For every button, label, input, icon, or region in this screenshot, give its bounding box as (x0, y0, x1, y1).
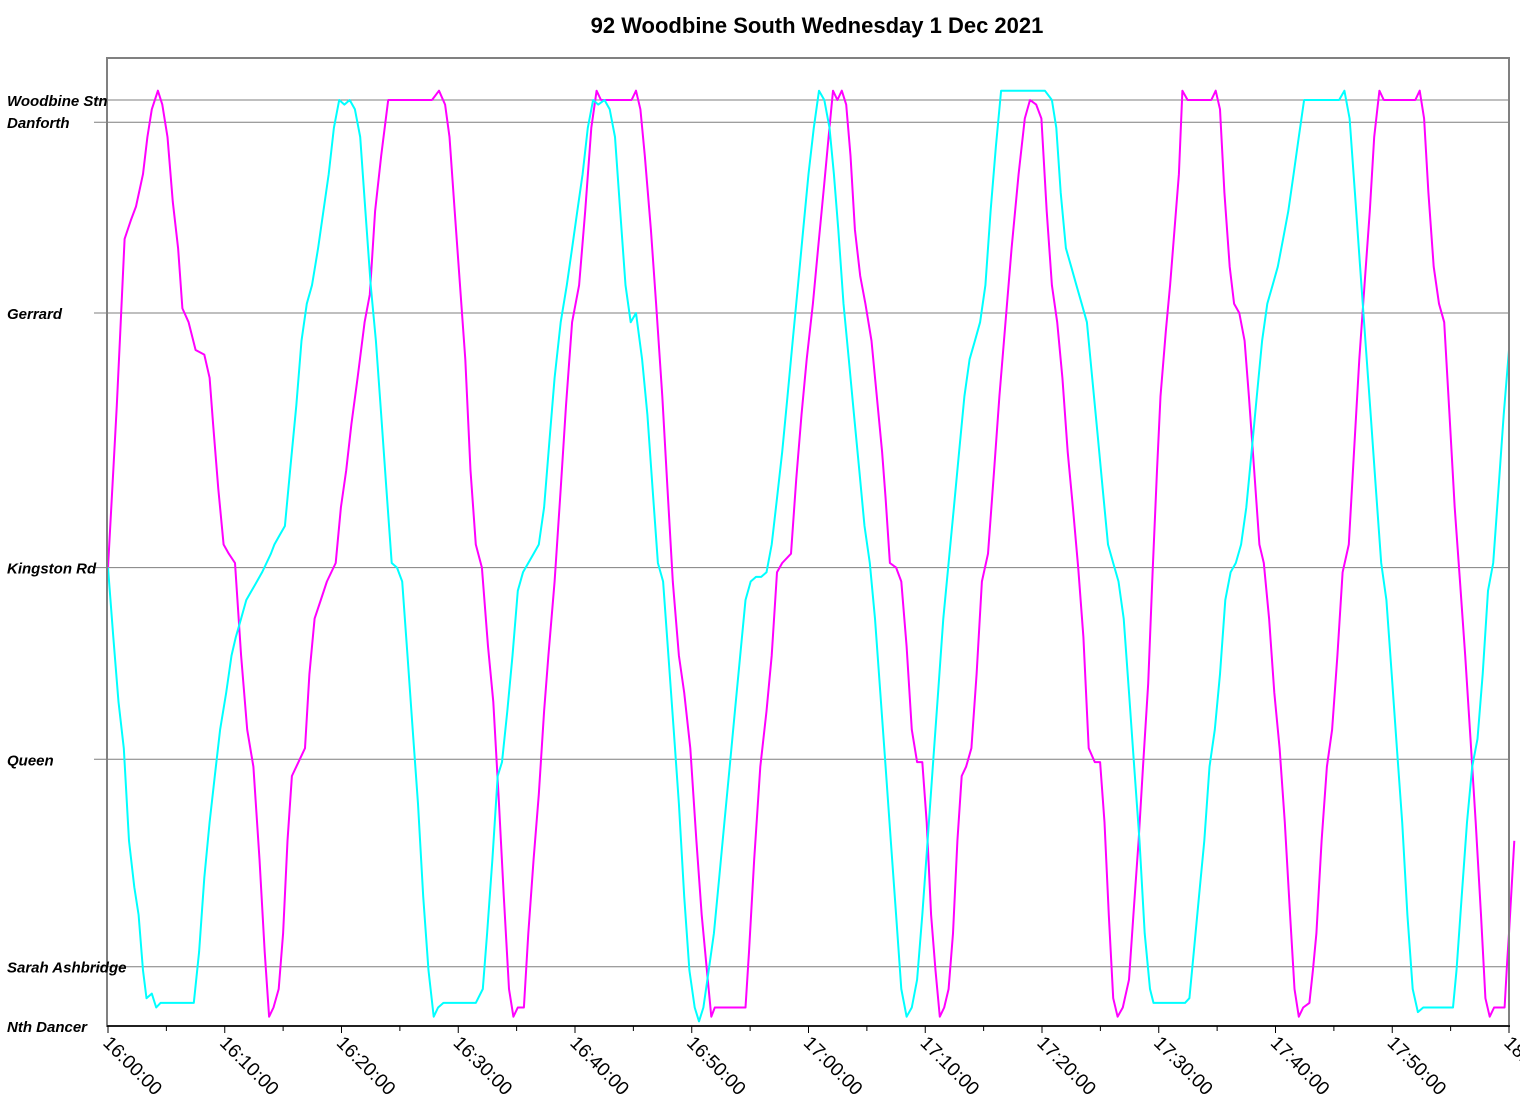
stop-label-4: Queen (7, 752, 54, 769)
x-tick-label-6: 17:00:00 (799, 1033, 866, 1100)
x-tick-label-7: 17:10:00 (916, 1033, 983, 1100)
x-tick-label-12: 18:00:00 (1499, 1033, 1520, 1100)
x-tick-label-0: 16:00:00 (98, 1033, 165, 1100)
series-lines (107, 89, 1516, 1023)
stop-label-2: Gerrard (7, 306, 63, 323)
x-tick-label-3: 16:30:00 (449, 1033, 516, 1100)
x-tick-label-10: 17:40:00 (1266, 1033, 1333, 1100)
series-line-1 (107, 89, 1510, 1023)
x-tick-label-5: 16:50:00 (682, 1033, 749, 1100)
series-line-0 (107, 89, 1516, 1018)
x-tick-labels: 16:00:00 16:10:00 16:20:00 16:30:00 16:40:00… (98, 1033, 1520, 1100)
stop-label-5: Sarah Ashbridge (7, 960, 126, 977)
stop-label-1: Danforth (7, 115, 70, 132)
stop-label-0: Woodbine Stn (7, 93, 108, 110)
x-tick-label-11: 17:50:00 (1383, 1033, 1450, 1100)
x-tick-label-2: 16:20:00 (332, 1033, 399, 1100)
stop-label-6: Nth Dancer (7, 1019, 88, 1036)
x-axis (107, 1025, 1510, 1033)
chart-title: 92 Woodbine South Wednesday 1 Dec 2021 (591, 13, 1044, 38)
x-tick-label-1: 16:10:00 (215, 1033, 282, 1100)
gridlines (94, 99, 1509, 968)
stop-label-3: Kingston Rd (7, 561, 97, 578)
x-tick-label-9: 17:30:00 (1149, 1033, 1216, 1100)
plot-frame (106, 57, 1510, 1027)
stop-labels: Woodbine Stn Danforth Gerrard Kingston Rd Qu… (7, 93, 126, 1036)
x-tick-label-4: 16:40:00 (565, 1033, 632, 1100)
x-tick-label-8: 17:20:00 (1032, 1033, 1099, 1100)
